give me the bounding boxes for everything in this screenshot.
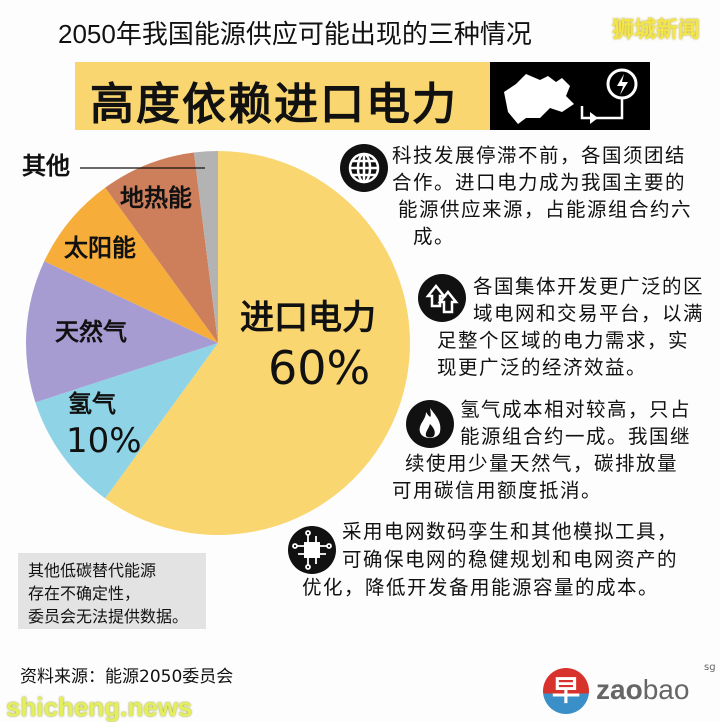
flame-icon [406, 400, 454, 448]
point-1-line-1: 科技发展停滞不前，各国须团结 [392, 144, 687, 167]
point-4-line-3: 优化，降低开发备用能源容量的成本。 [302, 576, 660, 599]
pie-slice-2 [26, 261, 219, 403]
logo-text-bold: zao [596, 674, 643, 705]
zaobao-logo-text: zaobao [596, 674, 689, 706]
note-line-2: 存在不确定性， [28, 584, 141, 603]
scenario-banner [75, 62, 490, 130]
point-4-line-1: 采用电网数码孪生和其他模拟工具， [342, 520, 679, 543]
slice-label-natural-gas: 天然气 [55, 318, 127, 346]
source-credit: 资料来源：能源2050委员会 [20, 667, 234, 687]
slice-label-imported-power: 进口电力 [240, 298, 376, 338]
point-3-line-2: 能源组合约一成。我国继 [460, 425, 692, 448]
point-3-line-4: 可用碳信用额度抵消。 [392, 479, 603, 502]
point-1-line-2: 合作。进口电力成为我国主要的 [392, 171, 687, 194]
scenario-title: 高度依赖进口电力 [90, 79, 458, 130]
pie-slice-1 [35, 343, 218, 499]
pie-slice-0 [105, 151, 410, 535]
note-line-1: 其他低碳替代能源 [28, 561, 157, 580]
note-line-3: 委员会无法提供数据。 [28, 607, 189, 626]
double-up-arrow-icon [418, 274, 466, 322]
pie-slice-4 [105, 152, 218, 343]
watermark-bottom: shicheng.news [6, 692, 193, 722]
point-3-line-3: 续使用少量天然气，碳排放量 [405, 452, 679, 475]
circuit-chip-icon [288, 526, 336, 574]
slice-label-solar: 太阳能 [64, 234, 136, 262]
slice-value-hydrogen: 10% [66, 421, 142, 461]
point-4-line-2: 可确保电网的稳健规划和电网资产的 [342, 548, 679, 571]
logo-suffix: sg [704, 662, 716, 673]
point-2-line-2: 域电网和交易平台，以满 [473, 302, 705, 325]
slice-label-other: 其他 [22, 152, 70, 180]
point-1-line-4: 成。 [413, 225, 456, 248]
note-box: 其他低碳替代能源 存在不确定性， 委员会无法提供数据。 [18, 553, 206, 629]
slice-label-geothermal: 地热能 [120, 184, 192, 212]
logo-text-light: bao [642, 674, 690, 705]
point-3-line-1: 氢气成本相对较高，只占 [460, 398, 692, 421]
zaobao-logo-mark: 早 [543, 668, 589, 714]
point-2-line-1: 各国集体开发更广泛的区 [473, 275, 705, 298]
point-2-line-3: 足整个区域的电力需求，实 [437, 329, 690, 352]
pie-slice-3 [44, 187, 218, 343]
globe-icon [340, 144, 388, 192]
map-with-power-plug-icon [490, 62, 650, 130]
slice-value-imported-power: 60% [268, 341, 371, 395]
slice-label-hydrogen: 氢气 [68, 390, 116, 418]
point-2-line-4: 现更广泛的经济效益。 [437, 356, 648, 379]
page-title: 2050年我国能源供应可能出现的三种情况 [58, 19, 532, 49]
watermark-top: 狮城新闻 [612, 18, 701, 43]
point-1-line-3: 能源供应来源，占能源组合约六 [398, 198, 693, 221]
pie-slice-5 [193, 151, 218, 343]
